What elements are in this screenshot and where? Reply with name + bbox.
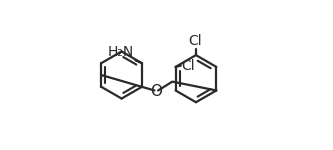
Text: Cl: Cl	[188, 34, 202, 48]
Text: Cl: Cl	[181, 59, 195, 73]
Text: O: O	[150, 84, 162, 99]
Text: H₂N: H₂N	[108, 45, 134, 59]
